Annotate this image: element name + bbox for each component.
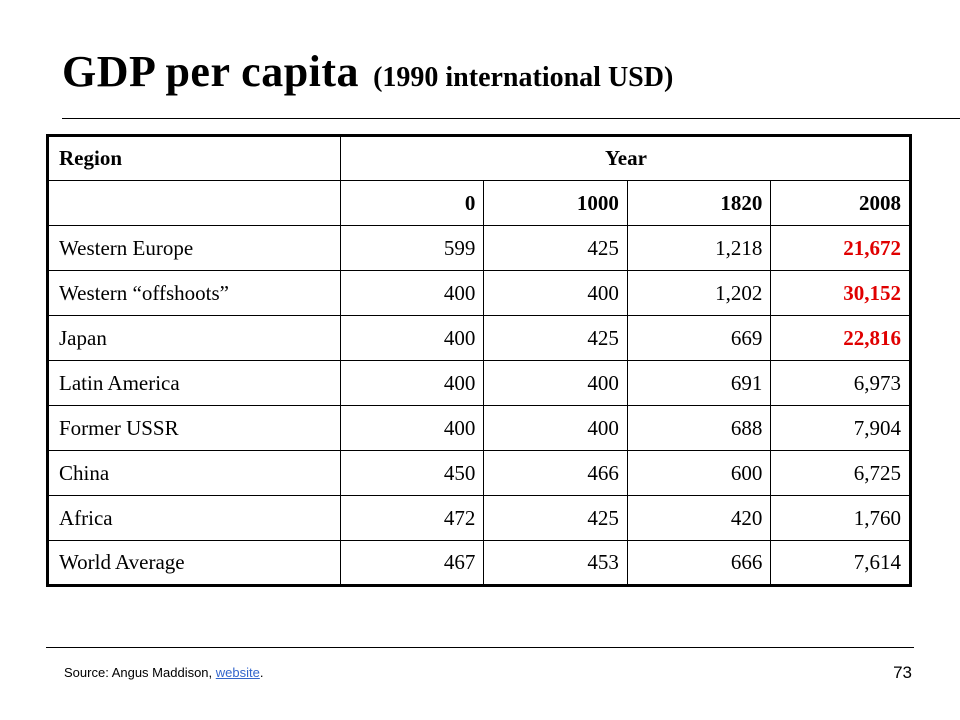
empty-header-cell	[47, 180, 341, 226]
table-row: Western “offshoots” 400 400 1,202 30,152	[47, 270, 911, 316]
table-header-row: Region Year	[47, 135, 912, 181]
source-suffix: .	[259, 665, 264, 680]
value-cell-2008: 6,973	[770, 360, 911, 406]
table-row: Former USSR 400 400 688 7,904	[47, 405, 911, 451]
region-cell: Western Europe	[47, 225, 341, 271]
value-cell: 400	[483, 405, 628, 451]
value-cell: 599	[339, 225, 485, 271]
table-row: China 450 466 600 6,725	[47, 450, 911, 496]
region-cell: World Average	[47, 540, 341, 586]
value-cell: 400	[483, 270, 628, 316]
value-cell: 688	[626, 405, 772, 451]
value-cell: 420	[626, 495, 772, 541]
source-website-link[interactable]: website	[215, 665, 260, 680]
title-divider	[62, 118, 960, 119]
region-cell: Africa	[47, 495, 341, 541]
value-cell: 400	[339, 315, 485, 361]
table-row: World Average 467 453 666 7,614	[47, 540, 911, 586]
slide-title-block: GDP per capita (1990 international USD)	[62, 46, 673, 97]
value-cell: 467	[339, 540, 485, 586]
region-cell: China	[47, 450, 341, 496]
year-header-cell: 1000	[483, 180, 628, 226]
page-number: 73	[893, 663, 912, 682]
footer-divider	[46, 647, 914, 648]
table-row: Japan 400 425 669 22,816	[47, 315, 911, 361]
table-row: Western Europe 599 425 1,218 21,672	[47, 225, 911, 271]
year-column-header: Year	[339, 135, 912, 181]
value-cell: 400	[483, 360, 628, 406]
value-cell: 466	[483, 450, 628, 496]
year-header-cell: 2008	[770, 180, 911, 226]
region-cell: Japan	[47, 315, 341, 361]
value-cell-2008: 30,152	[770, 270, 911, 316]
region-column-header: Region	[47, 135, 341, 181]
source-text: Source: Angus Maddison,	[64, 665, 216, 680]
source-note: Source: Angus Maddison, website.	[64, 665, 263, 680]
gdp-table: Region Year 0 1000 1820 2008 Western Eur…	[46, 134, 912, 587]
value-cell: 425	[483, 495, 628, 541]
region-cell: Former USSR	[47, 405, 341, 451]
value-cell-2008: 7,904	[770, 405, 911, 451]
value-cell: 425	[483, 225, 628, 271]
slide-subtitle: (1990 international USD)	[373, 62, 674, 93]
value-cell-2008: 22,816	[770, 315, 911, 361]
year-values-row: 0 1000 1820 2008	[47, 180, 911, 226]
table-row: Africa 472 425 420 1,760	[47, 495, 911, 541]
value-cell-2008: 1,760	[770, 495, 911, 541]
value-cell-2008: 21,672	[770, 225, 911, 271]
value-cell: 450	[339, 450, 485, 496]
value-cell: 472	[339, 495, 485, 541]
value-cell: 400	[339, 270, 485, 316]
value-cell: 400	[339, 405, 485, 451]
year-header-cell: 1820	[626, 180, 772, 226]
table-row: Latin America 400 400 691 6,973	[47, 360, 911, 406]
value-cell: 1,218	[626, 225, 772, 271]
value-cell: 691	[626, 360, 772, 406]
value-cell: 400	[339, 360, 485, 406]
region-cell: Latin America	[47, 360, 341, 406]
value-cell: 1,202	[626, 270, 772, 316]
slide-title: GDP per capita	[62, 47, 360, 96]
year-header-cell: 0	[339, 180, 485, 226]
value-cell-2008: 7,614	[770, 540, 911, 586]
value-cell: 453	[483, 540, 628, 586]
value-cell: 666	[626, 540, 772, 586]
value-cell-2008: 6,725	[770, 450, 911, 496]
value-cell: 669	[626, 315, 772, 361]
region-cell: Western “offshoots”	[47, 270, 341, 316]
value-cell: 600	[626, 450, 772, 496]
value-cell: 425	[483, 315, 628, 361]
